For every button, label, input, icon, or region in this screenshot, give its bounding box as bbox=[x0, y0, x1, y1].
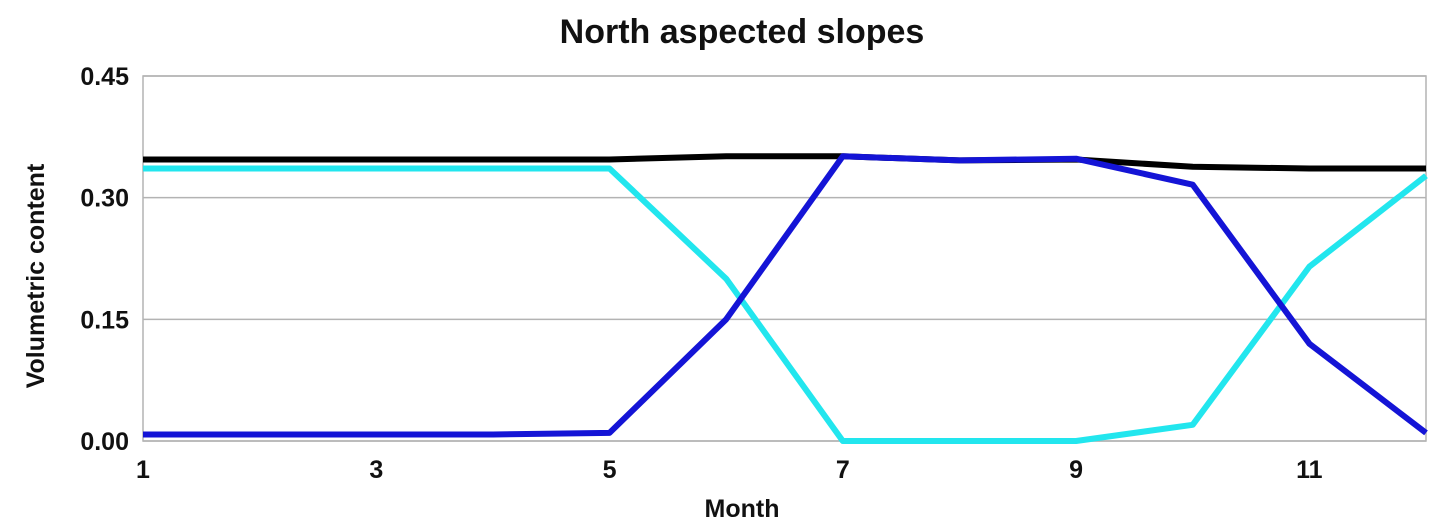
y-tick-label: 0.15 bbox=[80, 306, 129, 334]
series-line-3 bbox=[143, 153, 1428, 438]
series-lines bbox=[143, 153, 1428, 444]
y-axis-label: Volumetric content bbox=[22, 163, 50, 388]
x-tick-label: 1 bbox=[136, 456, 150, 484]
x-tick-label: 5 bbox=[603, 456, 617, 484]
y-tick-label: 0.45 bbox=[80, 63, 129, 91]
x-axis-label: Month bbox=[705, 495, 780, 523]
y-tick-labels: 0.00 0.15 0.30 0.45 bbox=[80, 63, 129, 456]
series-line-1 bbox=[143, 153, 1426, 172]
x-tick-label: 11 bbox=[1296, 456, 1323, 484]
x-tick-label: 3 bbox=[369, 456, 383, 484]
y-tick-label: 0.00 bbox=[80, 428, 129, 456]
y-tick-label: 0.30 bbox=[80, 185, 129, 213]
plot-area-frame bbox=[142, 75, 1427, 442]
chart-title: North aspected slopes bbox=[560, 13, 925, 51]
series-line-2 bbox=[143, 165, 1428, 444]
x-tick-label: 9 bbox=[1069, 456, 1083, 484]
x-tick-labels: 1 3 5 7 9 11 bbox=[136, 456, 1323, 484]
x-tick-label: 7 bbox=[836, 456, 850, 484]
